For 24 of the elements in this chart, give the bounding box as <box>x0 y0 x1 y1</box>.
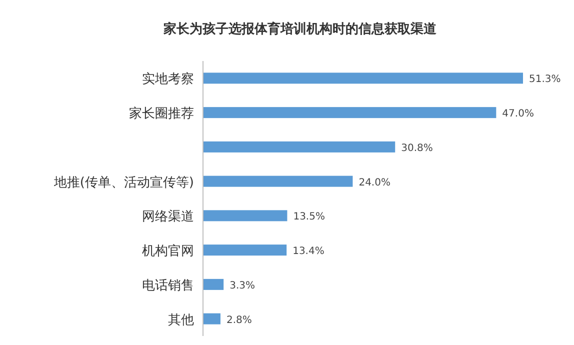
bar <box>203 107 496 118</box>
data-label: 24.0% <box>358 177 390 188</box>
chart-title: 家长为孩子选报体育培训机构时的信息获取渠道 <box>162 21 438 37</box>
data-label: 30.8% <box>401 142 433 154</box>
bar <box>203 313 220 324</box>
bar <box>203 141 396 152</box>
bar <box>203 210 288 222</box>
data-label: 47.0% <box>502 108 534 120</box>
data-label: 2.8% <box>226 314 252 326</box>
y-tick-label: 电话销售 <box>142 278 194 294</box>
y-tick-label: 其他 <box>168 312 194 328</box>
data-label: 13.5% <box>293 212 325 223</box>
y-tick-label: 网络渠道 <box>142 210 194 225</box>
y-tick-label: 机构官网 <box>142 243 194 260</box>
data-label: 13.4% <box>292 246 324 258</box>
data-label: 51.3% <box>529 74 561 86</box>
y-tick-label: 地推(传单、活动宣传等) <box>52 174 194 190</box>
bar <box>203 176 353 187</box>
bar <box>203 244 287 256</box>
y-tick-label: 实地考察 <box>142 71 194 88</box>
bar <box>203 72 523 84</box>
bar <box>203 278 224 290</box>
y-tick-label: 家长圈推荐 <box>129 106 194 122</box>
data-label: 3.3% <box>230 280 255 292</box>
